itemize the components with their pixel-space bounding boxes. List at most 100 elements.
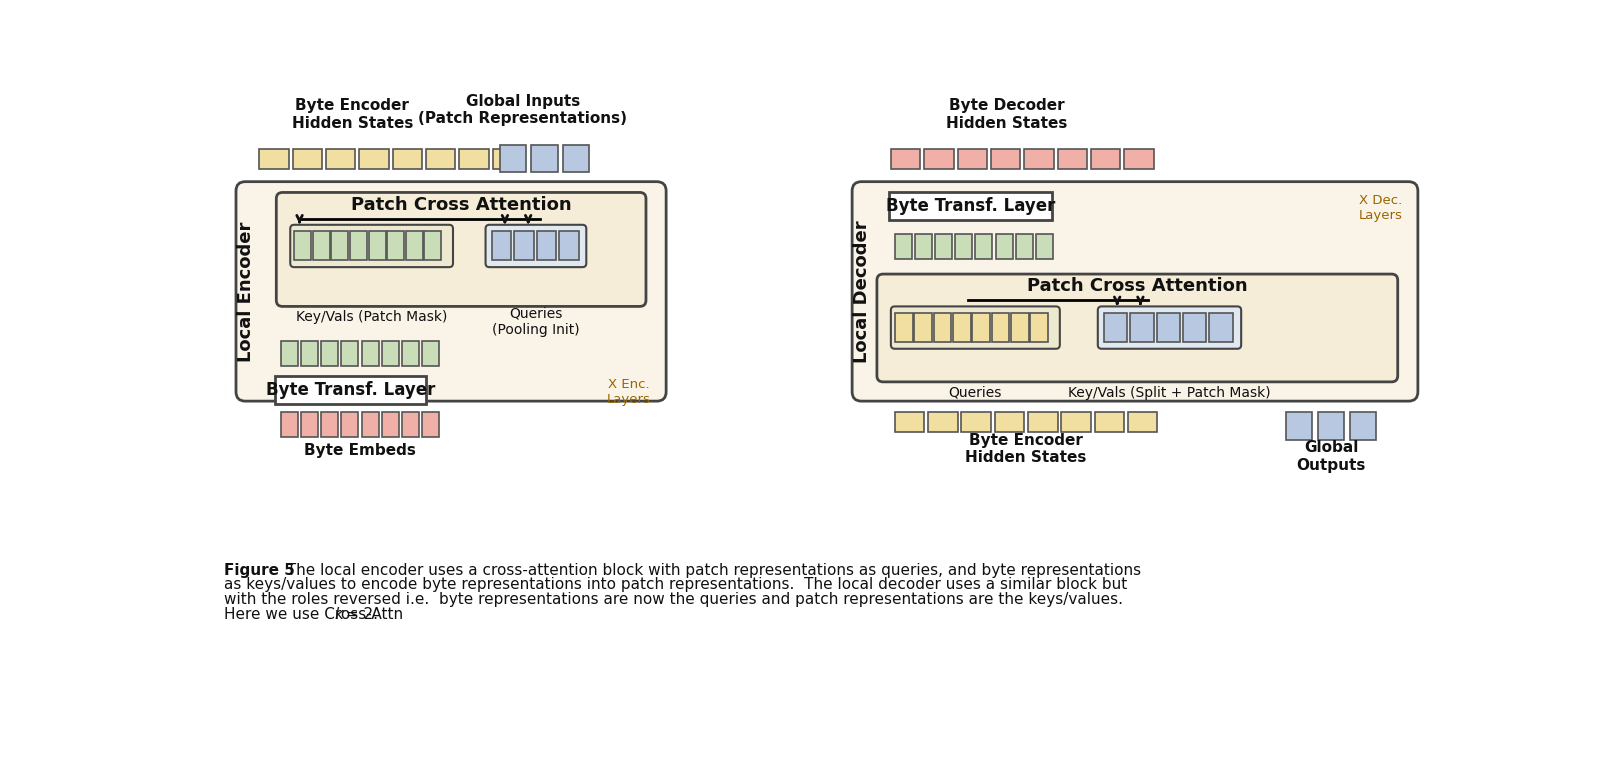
Bar [956,234,972,259]
Bar [294,231,311,260]
FancyBboxPatch shape [891,307,1060,348]
Bar [282,412,298,438]
Bar [459,148,489,168]
Bar [1030,313,1047,342]
Text: Here we use Cross-Attn: Here we use Cross-Attn [224,607,409,622]
Bar [537,231,557,260]
Bar [962,412,991,432]
Bar [1062,412,1091,432]
Bar [1125,148,1154,168]
Text: Queries
(Pooling Init): Queries (Pooling Init) [492,307,579,337]
Text: Key/Vals (Split + Patch Mask): Key/Vals (Split + Patch Mask) [1068,386,1271,400]
Text: Local Encoder: Local Encoder [237,221,256,362]
Bar [282,341,298,366]
Bar [1131,313,1154,342]
Bar [426,148,455,168]
Bar [935,234,953,259]
Bar [1350,412,1376,440]
FancyBboxPatch shape [877,274,1398,382]
Bar [972,313,990,342]
Bar [890,192,1052,220]
Text: X Enc.
Layers: X Enc. Layers [607,378,652,406]
Bar [957,148,986,168]
Bar [975,234,993,259]
Bar [924,148,954,168]
Bar [1210,313,1232,342]
Text: with the roles reversed i.e.  byte representations are now the queries and patch: with the roles reversed i.e. byte repres… [224,592,1123,607]
Bar [1028,412,1057,432]
Bar [1094,412,1125,432]
Bar [1286,412,1313,440]
Text: X Dec.
Layers: X Dec. Layers [1358,194,1403,222]
Bar [381,341,399,366]
Bar [327,148,356,168]
Text: Figure 5: Figure 5 [224,563,294,578]
Bar [996,234,1012,259]
Bar [322,341,338,366]
Bar [1128,412,1157,432]
Bar [1091,148,1120,168]
Text: Key/Vals (Patch Mask): Key/Vals (Patch Mask) [296,310,447,324]
Bar [349,231,367,260]
Bar [362,412,378,438]
Bar [301,412,319,438]
Text: k: k [335,607,344,622]
Bar [492,231,512,260]
Bar [928,412,957,432]
Bar [531,144,558,172]
Bar [425,231,441,260]
Bar [499,144,526,172]
Text: Local Decoder: Local Decoder [853,220,870,362]
Bar [1025,148,1054,168]
FancyBboxPatch shape [237,182,666,401]
Bar [422,341,439,366]
Bar [933,313,951,342]
Bar [895,412,924,432]
Bar [914,313,932,342]
Bar [991,148,1020,168]
Bar [1057,148,1088,168]
Bar [402,341,418,366]
Bar [1318,412,1344,440]
Text: Global
Outputs: Global Outputs [1297,440,1366,473]
Text: = 2.: = 2. [341,607,378,622]
Bar [341,341,359,366]
Text: Byte Embeds: Byte Embeds [304,443,417,458]
Text: The local encoder uses a cross-attention block with patch representations as que: The local encoder uses a cross-attention… [277,563,1141,578]
Bar [1010,313,1028,342]
Bar [359,148,389,168]
Bar [293,148,322,168]
Text: Byte Encoder
Hidden States: Byte Encoder Hidden States [965,433,1086,465]
Bar [1183,313,1207,342]
Text: as keys/values to encode byte representations into patch representations.  The l: as keys/values to encode byte representa… [224,577,1128,592]
Bar [515,231,534,260]
Bar [322,412,338,438]
Bar [1036,234,1052,259]
Bar [991,313,1009,342]
Text: Global Inputs
(Patch Representations): Global Inputs (Patch Representations) [418,94,628,126]
FancyBboxPatch shape [853,182,1418,401]
Text: Byte Transf. Layer: Byte Transf. Layer [265,381,434,400]
Bar [402,412,418,438]
Bar [563,144,589,172]
Bar [368,231,386,260]
FancyBboxPatch shape [486,225,586,267]
Bar [393,148,422,168]
Text: Byte Encoder
Hidden States: Byte Encoder Hidden States [291,99,414,131]
Bar [381,412,399,438]
FancyBboxPatch shape [1097,307,1241,348]
Bar [312,231,330,260]
Bar [891,148,920,168]
Bar [422,412,439,438]
Bar [362,341,378,366]
Bar [388,231,404,260]
FancyBboxPatch shape [290,225,454,267]
Text: Byte Transf. Layer: Byte Transf. Layer [887,197,1056,215]
FancyBboxPatch shape [277,192,645,307]
Bar [492,148,521,168]
Bar [341,412,359,438]
Bar [1015,234,1033,259]
Text: Patch Cross Attention: Patch Cross Attention [351,196,571,213]
Text: Byte Decoder
Hidden States: Byte Decoder Hidden States [946,99,1068,131]
Bar [895,313,912,342]
